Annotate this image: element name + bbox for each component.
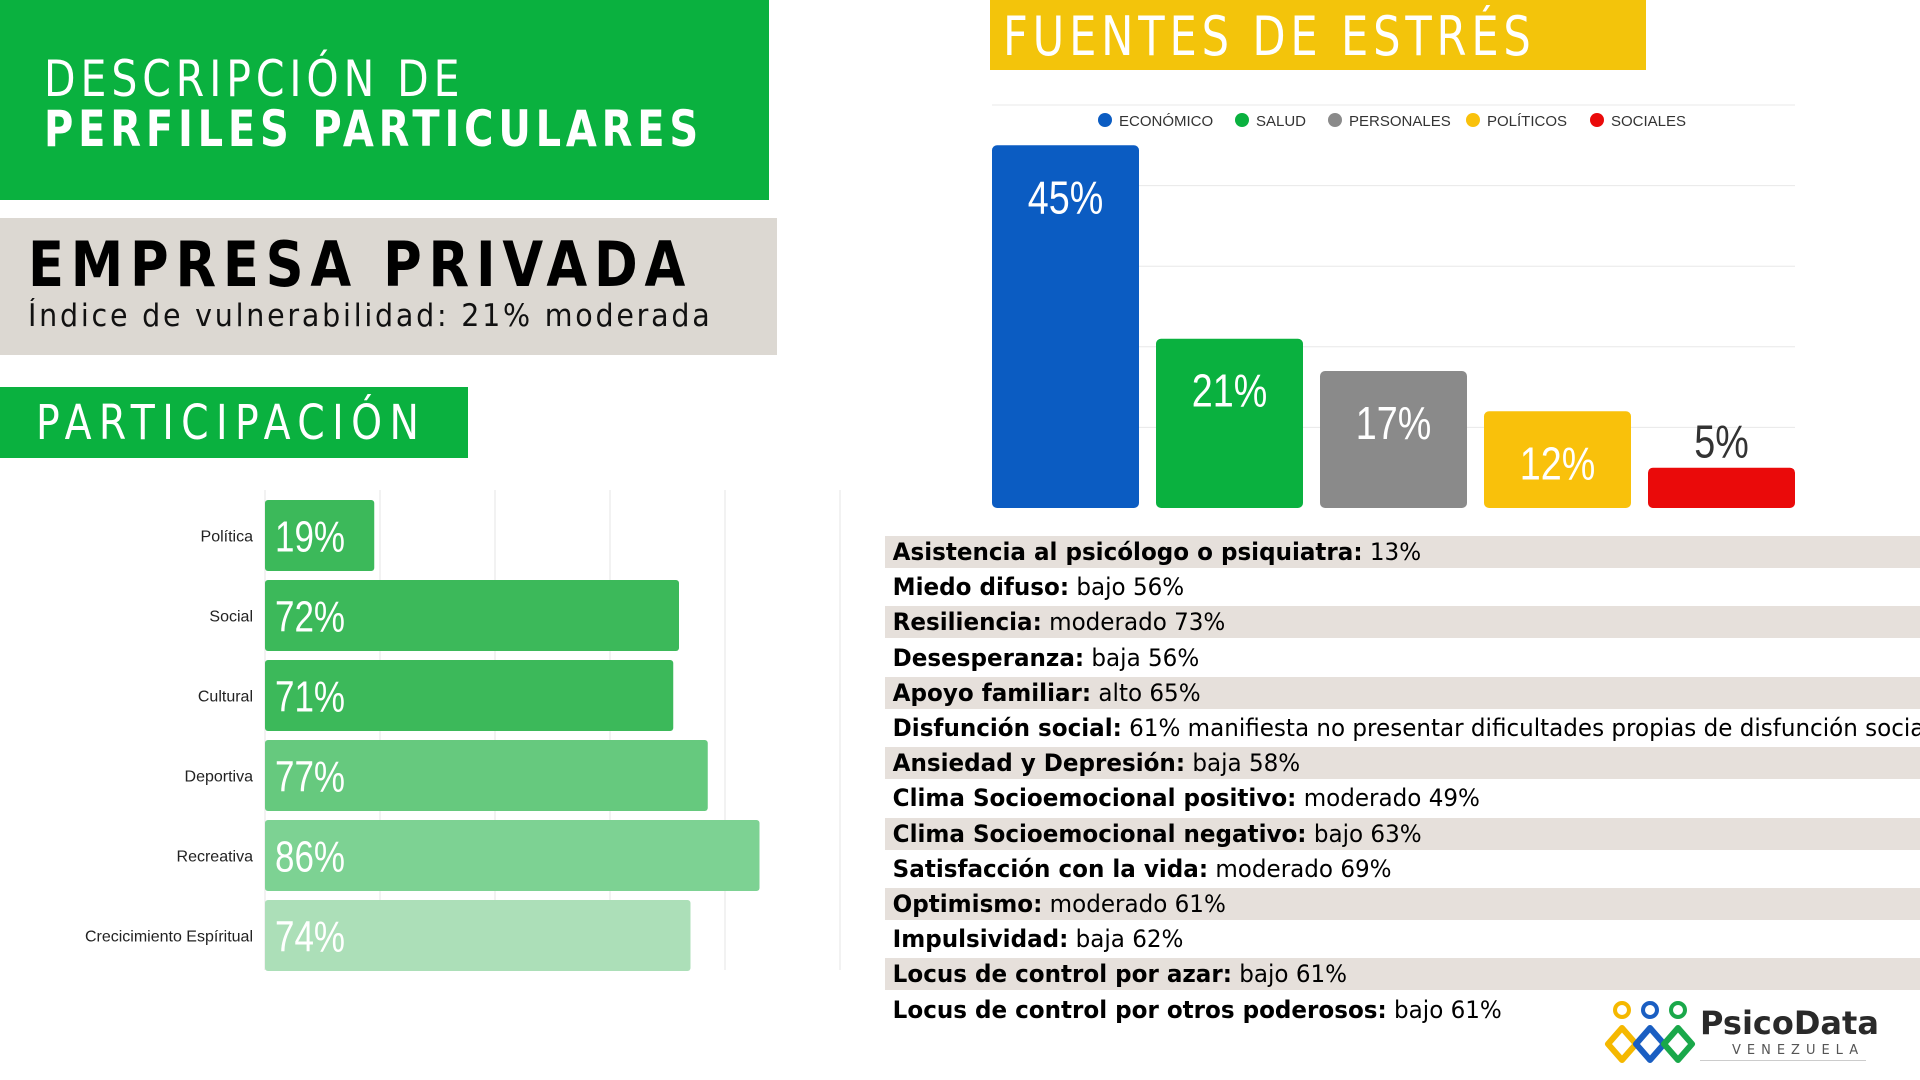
stress-bar	[1648, 467, 1795, 508]
metric-row: Apoyo familiar: alto 65%	[885, 676, 1920, 709]
metric-label: Asistencia al psicólogo o psiquiatra:	[892, 538, 1363, 566]
metric-label: Resiliencia:	[892, 608, 1042, 637]
metric-row: Locus de control por otros poderosos: ba…	[885, 994, 1920, 1026]
metric-row: Clima Socioemocional negativo: bajo 63%	[885, 817, 1920, 850]
legend-label: POLÍTICOS	[1487, 113, 1567, 130]
stress-bar	[1484, 411, 1631, 508]
participacion-category-label: Cultural	[198, 689, 253, 706]
participacion-data-label: 72%	[275, 593, 345, 642]
header-title-line1: DESCRIPCIÓN DE	[44, 50, 465, 108]
legend-label: PERSONALES	[1349, 113, 1451, 130]
metric-value: moderado 49%	[1296, 784, 1480, 813]
participacion-banner	[0, 387, 468, 458]
legend-marker	[1466, 113, 1480, 127]
psicodata-logo-icon	[1605, 1001, 1695, 1063]
company-panel	[0, 218, 777, 355]
metric-label: Clima Socioemocional positivo:	[892, 784, 1297, 813]
metric-row: Resiliencia: moderado 73%	[885, 606, 1920, 639]
participacion-category-label: Crecicimiento Espíritual	[85, 929, 253, 946]
metric-label: Impulsividad:	[892, 925, 1069, 954]
participacion-data-label: 19%	[275, 513, 345, 562]
metric-value: bajo 61%	[1386, 995, 1502, 1024]
stress-data-label: 45%	[1028, 172, 1103, 223]
participacion-bar	[265, 500, 375, 571]
fuentes-title: FUENTES DE ESTRÉS	[1003, 5, 1536, 68]
participacion-chart: Política 19% Social 72% Cultural 71% Deportiva…	[85, 490, 841, 971]
metric-value: baja 56%	[1084, 643, 1200, 672]
metric-label: Locus de control por otros poderosos:	[892, 995, 1387, 1024]
metric-row: Disfunción social: 61% manifiesta no pre…	[885, 712, 1920, 744]
metric-row: Clima Socioemocional positivo: moderado …	[885, 782, 1920, 814]
legend-marker	[1098, 113, 1112, 127]
participacion-data-label: 74%	[275, 913, 345, 962]
metric-row: Asistencia al psicólogo o psiquiatra: 13…	[885, 536, 1920, 568]
participacion-data-label: 77%	[275, 753, 345, 802]
metric-label: Ansiedad y Depresión:	[892, 749, 1186, 778]
participacion-category-label: Deportiva	[185, 769, 254, 786]
legend-label: ECONÓMICO	[1119, 113, 1213, 130]
participacion-bar	[265, 820, 760, 891]
header-title-line2: PERFILES PARTICULARES	[44, 100, 703, 158]
logo-divider	[1700, 1060, 1866, 1061]
participacion-category-label: Política	[201, 529, 254, 546]
stress-data-label: 17%	[1356, 397, 1431, 448]
company-name: EMPRESA PRIVADA	[28, 228, 693, 301]
stress-bar	[992, 145, 1139, 509]
metric-row: Impulsividad: baja 62%	[885, 923, 1920, 955]
fuentes-chart: ECONÓMICO SALUD PERSONALES POLÍTICOS SOCIALE…	[992, 104, 1795, 509]
metric-label: Desesperanza:	[892, 643, 1085, 672]
metric-value: baja 62%	[1068, 925, 1184, 954]
metric-row: Locus de control por azar: bajo 61%	[885, 958, 1920, 991]
legend-marker	[1235, 113, 1249, 127]
metric-value: 13%	[1362, 538, 1422, 566]
metric-label: Locus de control por azar:	[892, 960, 1232, 989]
metric-label: Disfunción social:	[892, 714, 1122, 742]
metric-value: bajo 61%	[1231, 960, 1348, 989]
metric-value: moderado 61%	[1042, 890, 1226, 918]
metric-label: Apoyo familiar:	[892, 678, 1092, 707]
metric-value: bajo 63%	[1306, 819, 1422, 848]
vulnerability-index: Índice de vulnerabilidad: 21% moderada	[28, 298, 713, 334]
metric-row: Ansiedad y Depresión: baja 58%	[885, 747, 1920, 780]
participacion-data-label: 71%	[275, 673, 345, 722]
legend-marker	[1590, 113, 1604, 127]
participacion-bar	[265, 740, 708, 811]
logo-name: PsicoData	[1700, 1004, 1879, 1042]
participacion-data-label: 86%	[275, 833, 345, 882]
metric-value: 61% manifiesta no presentar dificultades…	[1121, 714, 1920, 742]
participacion-title: PARTICIPACIÓN	[36, 395, 427, 451]
participacion-bar	[265, 900, 691, 971]
stress-bar	[1156, 338, 1303, 508]
legend-label: SALUD	[1256, 113, 1306, 130]
metric-row: Satisfacción con la vida: moderado 69%	[885, 853, 1920, 885]
header-banner	[0, 0, 769, 200]
metric-value: moderado 73%	[1041, 608, 1226, 637]
participacion-category-label: Social	[209, 609, 253, 626]
stress-data-label: 21%	[1192, 365, 1267, 416]
participacion-bar	[265, 660, 674, 731]
logo-subtitle: VENEZUELA	[1732, 1043, 1865, 1058]
metric-value: moderado 69%	[1208, 854, 1392, 883]
participacion-bar	[265, 580, 679, 651]
metric-label: Optimismo:	[892, 890, 1043, 918]
stress-data-label: 5%	[1694, 416, 1749, 467]
participacion-category-label: Recreativa	[177, 849, 254, 866]
metric-row: Desesperanza: baja 56%	[885, 642, 1920, 674]
metric-row: Miedo difuso: bajo 56%	[885, 571, 1920, 603]
metric-value: bajo 56%	[1069, 573, 1185, 602]
metric-value: alto 65%	[1091, 678, 1201, 707]
legend-label: SOCIALES	[1611, 113, 1686, 130]
metric-label: Miedo difuso:	[892, 573, 1070, 602]
legend-marker	[1328, 113, 1342, 127]
fuentes-banner	[990, 0, 1646, 70]
metric-value: baja 58%	[1185, 749, 1301, 778]
metric-label: Satisfacción con la vida:	[892, 854, 1209, 883]
metric-row: Optimismo: moderado 61%	[885, 888, 1920, 920]
stress-bar	[1320, 370, 1467, 508]
stress-data-label: 12%	[1520, 438, 1595, 489]
metric-label: Clima Socioemocional negativo:	[892, 819, 1307, 848]
